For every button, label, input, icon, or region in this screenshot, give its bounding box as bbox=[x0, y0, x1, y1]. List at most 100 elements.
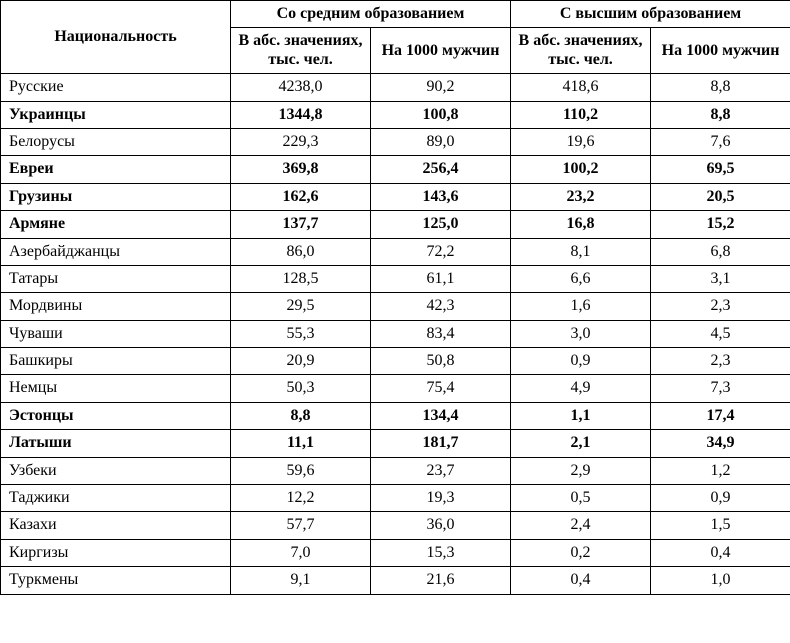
table-row: Латыши11,1181,72,134,9 bbox=[1, 430, 790, 457]
header-higher-per1000: На 1000 мужчин bbox=[651, 28, 790, 74]
header-higher-abs: В абс. значениях, тыс. чел. bbox=[511, 28, 651, 74]
table-row: Евреи369,8256,4100,269,5 bbox=[1, 156, 790, 183]
cell-higher-per1000: 1,5 bbox=[651, 512, 790, 539]
cell-higher-per1000: 1,0 bbox=[651, 567, 790, 594]
cell-secondary-abs: 137,7 bbox=[231, 211, 371, 238]
cell-secondary-per1000: 143,6 bbox=[371, 183, 511, 210]
table-row: Азербайджанцы86,072,28,16,8 bbox=[1, 238, 790, 265]
cell-higher-abs: 2,9 bbox=[511, 457, 651, 484]
cell-nationality: Узбеки bbox=[1, 457, 231, 484]
header-secondary-group: Со средним образованием bbox=[231, 1, 511, 28]
cell-secondary-per1000: 72,2 bbox=[371, 238, 511, 265]
table-row: Башкиры20,950,80,92,3 bbox=[1, 348, 790, 375]
cell-higher-abs: 1,6 bbox=[511, 293, 651, 320]
cell-secondary-abs: 162,6 bbox=[231, 183, 371, 210]
table-row: Русские4238,090,2418,68,8 bbox=[1, 74, 790, 101]
cell-nationality: Латыши bbox=[1, 430, 231, 457]
cell-secondary-per1000: 50,8 bbox=[371, 348, 511, 375]
cell-secondary-abs: 29,5 bbox=[231, 293, 371, 320]
cell-secondary-per1000: 42,3 bbox=[371, 293, 511, 320]
cell-secondary-abs: 59,6 bbox=[231, 457, 371, 484]
cell-higher-per1000: 20,5 bbox=[651, 183, 790, 210]
cell-secondary-abs: 50,3 bbox=[231, 375, 371, 402]
cell-nationality: Туркмены bbox=[1, 567, 231, 594]
table-row: Казахи57,736,02,41,5 bbox=[1, 512, 790, 539]
cell-secondary-abs: 229,3 bbox=[231, 128, 371, 155]
header-secondary-per1000: На 1000 мужчин bbox=[371, 28, 511, 74]
cell-higher-per1000: 8,8 bbox=[651, 74, 790, 101]
cell-higher-per1000: 0,4 bbox=[651, 539, 790, 566]
cell-higher-abs: 0,5 bbox=[511, 485, 651, 512]
table-row: Белорусы229,389,019,67,6 bbox=[1, 128, 790, 155]
cell-higher-abs: 3,0 bbox=[511, 320, 651, 347]
cell-secondary-per1000: 100,8 bbox=[371, 101, 511, 128]
cell-secondary-per1000: 90,2 bbox=[371, 74, 511, 101]
cell-higher-abs: 8,1 bbox=[511, 238, 651, 265]
cell-higher-per1000: 34,9 bbox=[651, 430, 790, 457]
cell-secondary-per1000: 181,7 bbox=[371, 430, 511, 457]
cell-higher-abs: 2,4 bbox=[511, 512, 651, 539]
cell-nationality: Белорусы bbox=[1, 128, 231, 155]
cell-secondary-abs: 8,8 bbox=[231, 402, 371, 429]
table-row: Грузины162,6143,623,220,5 bbox=[1, 183, 790, 210]
cell-secondary-per1000: 15,3 bbox=[371, 539, 511, 566]
cell-higher-per1000: 7,6 bbox=[651, 128, 790, 155]
table-row: Мордвины29,542,31,62,3 bbox=[1, 293, 790, 320]
cell-secondary-per1000: 134,4 bbox=[371, 402, 511, 429]
cell-secondary-per1000: 89,0 bbox=[371, 128, 511, 155]
cell-higher-abs: 0,2 bbox=[511, 539, 651, 566]
table-row: Таджики12,219,30,50,9 bbox=[1, 485, 790, 512]
cell-secondary-abs: 1344,8 bbox=[231, 101, 371, 128]
table-row: Чуваши55,383,43,04,5 bbox=[1, 320, 790, 347]
cell-higher-abs: 0,9 bbox=[511, 348, 651, 375]
cell-higher-per1000: 6,8 bbox=[651, 238, 790, 265]
cell-nationality: Киргизы bbox=[1, 539, 231, 566]
cell-nationality: Эстонцы bbox=[1, 402, 231, 429]
cell-higher-abs: 23,2 bbox=[511, 183, 651, 210]
table-row: Немцы50,375,44,97,3 bbox=[1, 375, 790, 402]
cell-secondary-abs: 86,0 bbox=[231, 238, 371, 265]
table-row: Армяне137,7125,016,815,2 bbox=[1, 211, 790, 238]
header-higher-group: С высшим образованием bbox=[511, 1, 790, 28]
cell-secondary-abs: 20,9 bbox=[231, 348, 371, 375]
cell-nationality: Татары bbox=[1, 265, 231, 292]
cell-nationality: Русские bbox=[1, 74, 231, 101]
cell-nationality: Мордвины bbox=[1, 293, 231, 320]
cell-nationality: Таджики bbox=[1, 485, 231, 512]
cell-higher-per1000: 8,8 bbox=[651, 101, 790, 128]
cell-secondary-per1000: 19,3 bbox=[371, 485, 511, 512]
cell-higher-per1000: 69,5 bbox=[651, 156, 790, 183]
cell-higher-per1000: 0,9 bbox=[651, 485, 790, 512]
table-row: Киргизы7,015,30,20,4 bbox=[1, 539, 790, 566]
cell-nationality: Армяне bbox=[1, 211, 231, 238]
cell-secondary-abs: 128,5 bbox=[231, 265, 371, 292]
cell-higher-per1000: 2,3 bbox=[651, 348, 790, 375]
cell-nationality: Грузины bbox=[1, 183, 231, 210]
cell-higher-abs: 2,1 bbox=[511, 430, 651, 457]
cell-higher-per1000: 15,2 bbox=[651, 211, 790, 238]
cell-higher-per1000: 1,2 bbox=[651, 457, 790, 484]
education-by-nationality-table: Национальность Со средним образованием С… bbox=[0, 0, 790, 595]
cell-secondary-abs: 57,7 bbox=[231, 512, 371, 539]
cell-secondary-per1000: 23,7 bbox=[371, 457, 511, 484]
cell-secondary-abs: 369,8 bbox=[231, 156, 371, 183]
cell-nationality: Казахи bbox=[1, 512, 231, 539]
cell-higher-per1000: 7,3 bbox=[651, 375, 790, 402]
cell-higher-per1000: 4,5 bbox=[651, 320, 790, 347]
cell-secondary-abs: 9,1 bbox=[231, 567, 371, 594]
cell-secondary-abs: 55,3 bbox=[231, 320, 371, 347]
cell-higher-abs: 0,4 bbox=[511, 567, 651, 594]
table-row: Украинцы1344,8100,8110,28,8 bbox=[1, 101, 790, 128]
cell-secondary-per1000: 256,4 bbox=[371, 156, 511, 183]
cell-higher-abs: 4,9 bbox=[511, 375, 651, 402]
cell-higher-abs: 16,8 bbox=[511, 211, 651, 238]
cell-higher-per1000: 17,4 bbox=[651, 402, 790, 429]
cell-higher-abs: 19,6 bbox=[511, 128, 651, 155]
cell-secondary-abs: 12,2 bbox=[231, 485, 371, 512]
table-row: Эстонцы8,8134,41,117,4 bbox=[1, 402, 790, 429]
cell-nationality: Немцы bbox=[1, 375, 231, 402]
cell-higher-abs: 6,6 bbox=[511, 265, 651, 292]
cell-higher-per1000: 3,1 bbox=[651, 265, 790, 292]
cell-secondary-abs: 7,0 bbox=[231, 539, 371, 566]
cell-higher-abs: 418,6 bbox=[511, 74, 651, 101]
